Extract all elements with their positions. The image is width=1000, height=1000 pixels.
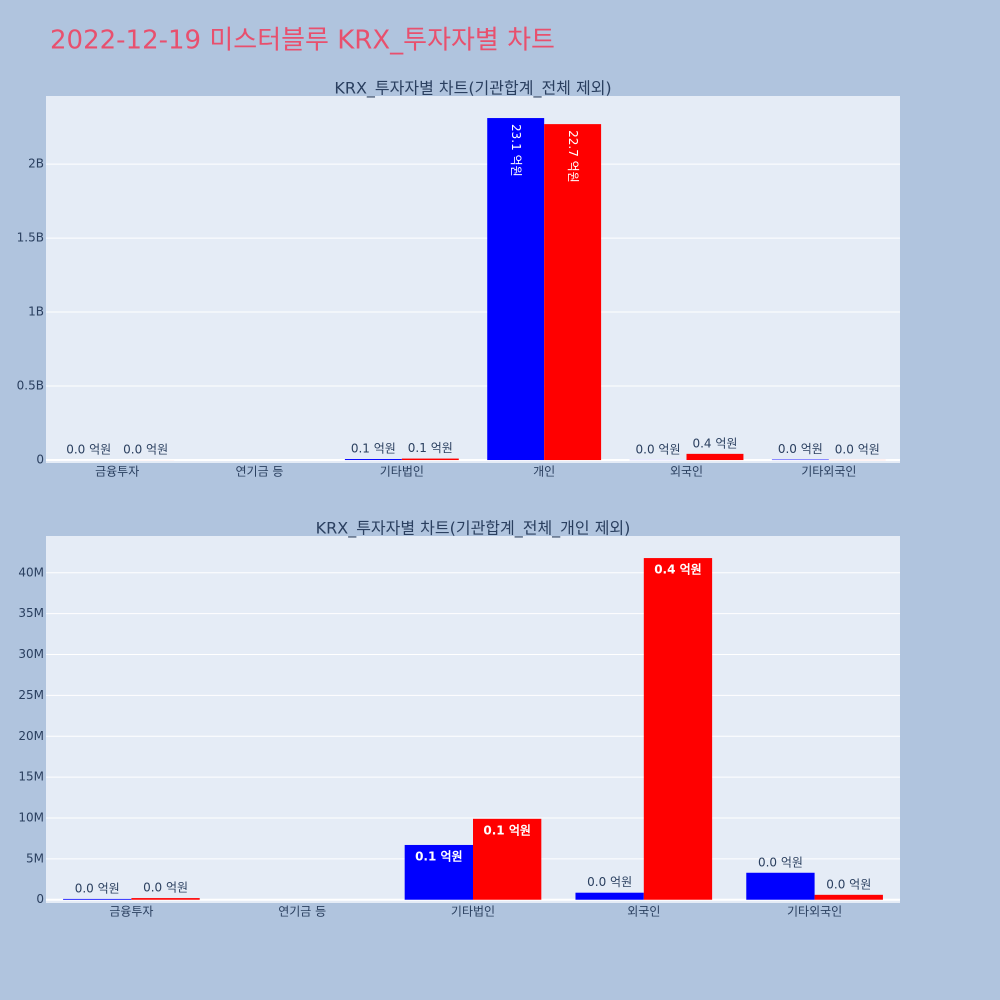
bar bbox=[746, 872, 815, 900]
x-tick-label: 개인 bbox=[533, 465, 555, 479]
value-label: 0.0 억원 bbox=[758, 855, 803, 869]
value-label: 0.1 억원 bbox=[483, 823, 531, 837]
y-tick-label: 0 bbox=[36, 892, 44, 906]
value-label: 0.0 억원 bbox=[826, 877, 871, 891]
value-label: 0.1 억원 bbox=[408, 441, 453, 455]
x-tick-label: 연기금 등 bbox=[236, 465, 284, 479]
value-label: 22.7 억원 bbox=[566, 130, 580, 183]
bar bbox=[404, 844, 473, 900]
value-label: 0.0 억원 bbox=[75, 881, 120, 895]
bar bbox=[575, 892, 644, 900]
page-title: 2022-12-19 미스터블루 KRX_투자자별 차트 bbox=[50, 26, 555, 56]
y-tick-label: 30M bbox=[18, 647, 44, 661]
plot-area bbox=[46, 96, 900, 463]
bar bbox=[643, 558, 713, 900]
y-tick-label: 0 bbox=[36, 453, 44, 467]
subplot-title: KRX_투자자별 차트(기관합계_전체_개인 제외) bbox=[316, 519, 631, 539]
y-tick-label: 0.5B bbox=[17, 379, 44, 393]
x-tick-label: 기타외국인 bbox=[801, 465, 856, 479]
x-tick-label: 금융투자 bbox=[95, 465, 139, 479]
value-label: 0.4 억원 bbox=[692, 436, 737, 450]
y-tick-label: 15M bbox=[18, 770, 44, 784]
x-tick-label: 외국인 bbox=[670, 465, 703, 479]
y-tick-label: 25M bbox=[18, 688, 44, 702]
y-tick-label: 2B bbox=[28, 157, 44, 171]
bar bbox=[686, 453, 744, 461]
value-label: 0.0 억원 bbox=[143, 881, 188, 895]
y-tick-label: 20M bbox=[18, 729, 44, 743]
x-tick-label: 기타법인 bbox=[451, 905, 495, 919]
value-label: 0.1 억원 bbox=[351, 442, 396, 456]
value-label: 0.0 억원 bbox=[123, 443, 168, 457]
y-tick-label: 1B bbox=[28, 305, 44, 319]
bar bbox=[487, 118, 545, 461]
y-tick-label: 40M bbox=[18, 565, 44, 579]
bar bbox=[473, 818, 542, 900]
value-label: 0.4 억원 bbox=[654, 563, 702, 577]
bar bbox=[63, 898, 132, 900]
bar bbox=[544, 124, 602, 461]
value-label: 0.0 억원 bbox=[778, 442, 823, 456]
bar bbox=[401, 458, 459, 461]
y-tick-label: 35M bbox=[18, 606, 44, 620]
y-tick-label: 5M bbox=[26, 851, 44, 865]
x-tick-label: 연기금 등 bbox=[278, 905, 326, 919]
y-tick-label: 1.5B bbox=[17, 231, 44, 245]
bar bbox=[814, 894, 883, 900]
value-label: 0.0 억원 bbox=[835, 442, 880, 456]
value-label: 0.0 억원 bbox=[66, 443, 111, 457]
x-tick-label: 외국인 bbox=[627, 905, 660, 919]
x-tick-label: 금융투자 bbox=[109, 905, 153, 919]
y-tick-label: 10M bbox=[18, 810, 44, 824]
value-label: 0.0 억원 bbox=[636, 442, 681, 456]
x-tick-label: 기타외국인 bbox=[787, 905, 842, 919]
value-label: 0.0 억원 bbox=[587, 875, 632, 889]
value-label: 0.1 억원 bbox=[415, 849, 463, 863]
value-label: 23.1 억원 bbox=[509, 124, 523, 177]
subplot-title: KRX_투자자별 차트(기관합계_전체 제외) bbox=[334, 79, 611, 99]
x-tick-label: 기타법인 bbox=[380, 465, 424, 479]
bar bbox=[131, 898, 200, 900]
bar bbox=[344, 459, 402, 461]
